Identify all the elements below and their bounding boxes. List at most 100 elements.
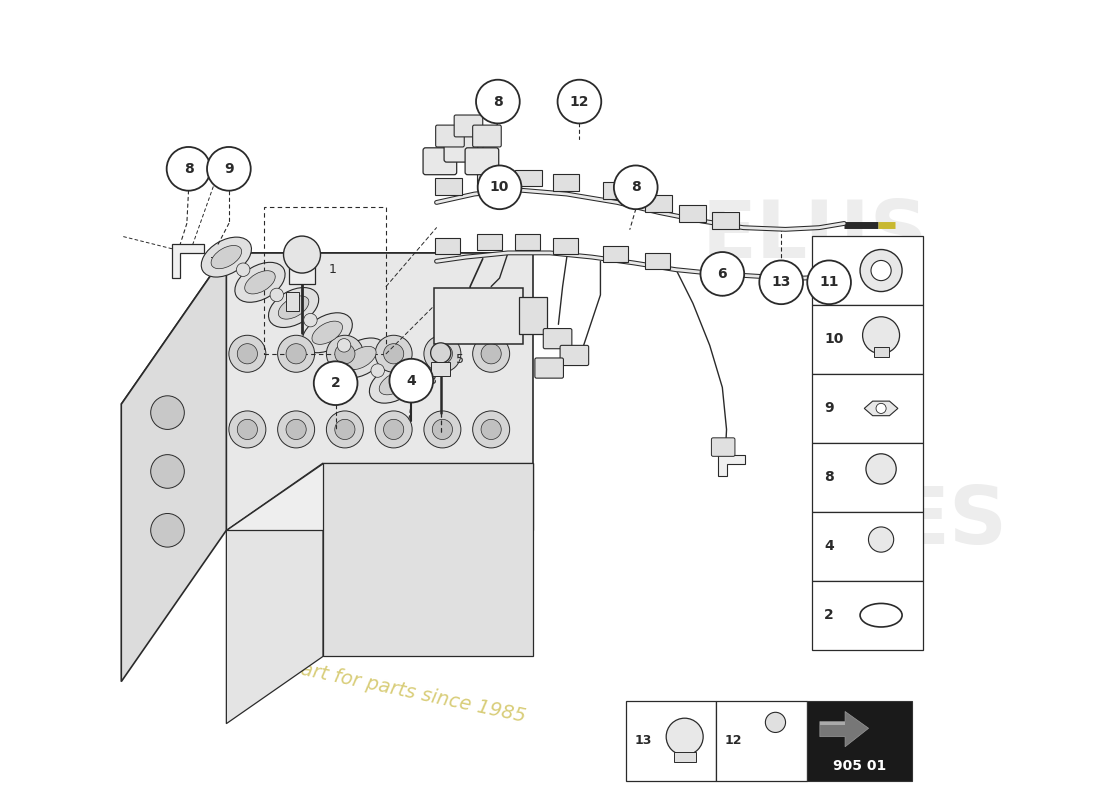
FancyBboxPatch shape [465, 148, 498, 174]
Circle shape [151, 514, 185, 547]
Text: 12: 12 [570, 94, 590, 109]
FancyBboxPatch shape [288, 251, 316, 284]
Ellipse shape [312, 321, 342, 344]
Circle shape [432, 344, 452, 364]
Circle shape [151, 396, 185, 430]
FancyBboxPatch shape [645, 253, 670, 269]
Ellipse shape [336, 338, 386, 378]
FancyBboxPatch shape [477, 170, 504, 186]
FancyBboxPatch shape [873, 347, 889, 357]
Circle shape [238, 419, 257, 439]
Ellipse shape [268, 287, 319, 327]
FancyBboxPatch shape [535, 358, 563, 378]
Circle shape [238, 344, 257, 364]
Circle shape [473, 411, 509, 448]
Polygon shape [718, 454, 745, 476]
FancyBboxPatch shape [552, 238, 578, 254]
Circle shape [860, 250, 902, 291]
Polygon shape [227, 463, 534, 530]
FancyBboxPatch shape [712, 212, 739, 229]
Polygon shape [820, 722, 845, 725]
Text: 13: 13 [771, 275, 791, 290]
FancyBboxPatch shape [436, 125, 464, 147]
Text: 5: 5 [455, 353, 464, 366]
Circle shape [327, 411, 363, 448]
Circle shape [766, 712, 785, 733]
Circle shape [271, 288, 284, 302]
Circle shape [314, 362, 358, 405]
Circle shape [473, 335, 509, 372]
FancyBboxPatch shape [552, 174, 580, 190]
Circle shape [375, 335, 412, 372]
Text: ELUS: ELUS [702, 197, 928, 275]
Text: 8: 8 [184, 162, 194, 176]
FancyBboxPatch shape [444, 135, 477, 162]
Circle shape [432, 419, 452, 439]
Circle shape [866, 454, 896, 484]
Ellipse shape [278, 296, 309, 319]
FancyBboxPatch shape [679, 205, 705, 222]
FancyBboxPatch shape [434, 238, 460, 254]
Text: 11: 11 [820, 275, 839, 290]
Polygon shape [121, 253, 534, 404]
Circle shape [481, 344, 502, 364]
FancyBboxPatch shape [473, 125, 502, 147]
Circle shape [389, 359, 433, 402]
FancyBboxPatch shape [603, 246, 628, 262]
Circle shape [384, 344, 404, 364]
Text: IN: IN [811, 340, 907, 418]
Ellipse shape [379, 371, 410, 394]
Bar [812, 512, 923, 581]
FancyBboxPatch shape [434, 288, 524, 344]
Text: 905 01: 905 01 [833, 758, 887, 773]
Ellipse shape [211, 246, 242, 269]
Circle shape [277, 411, 315, 448]
Circle shape [286, 344, 306, 364]
Bar [716, 701, 807, 781]
FancyBboxPatch shape [515, 234, 540, 250]
FancyBboxPatch shape [477, 234, 502, 250]
Text: 8: 8 [493, 94, 503, 109]
Circle shape [869, 527, 893, 552]
Text: 2: 2 [331, 376, 341, 390]
Text: ES: ES [894, 483, 1008, 561]
Text: a part for parts since 1985: a part for parts since 1985 [270, 654, 528, 726]
Text: 11: 11 [824, 263, 844, 278]
Text: 9: 9 [824, 402, 834, 415]
Text: 8: 8 [631, 180, 640, 194]
Ellipse shape [302, 313, 352, 353]
FancyBboxPatch shape [560, 346, 588, 366]
Circle shape [229, 335, 266, 372]
Circle shape [334, 344, 355, 364]
Text: 3: 3 [428, 374, 436, 387]
Circle shape [481, 419, 502, 439]
FancyBboxPatch shape [673, 752, 695, 762]
Bar [812, 374, 923, 443]
Ellipse shape [235, 262, 285, 302]
Circle shape [327, 335, 363, 372]
Circle shape [284, 236, 320, 273]
Text: 1: 1 [329, 263, 337, 276]
Circle shape [286, 419, 306, 439]
Circle shape [207, 147, 251, 190]
Circle shape [277, 335, 315, 372]
FancyBboxPatch shape [434, 178, 462, 195]
Ellipse shape [345, 346, 376, 370]
Bar [812, 443, 923, 512]
Circle shape [338, 338, 351, 352]
Circle shape [334, 419, 355, 439]
Polygon shape [820, 711, 869, 746]
Circle shape [430, 343, 451, 363]
Circle shape [871, 261, 891, 281]
FancyBboxPatch shape [603, 182, 630, 199]
Circle shape [667, 718, 703, 755]
Circle shape [236, 263, 250, 277]
Circle shape [876, 403, 887, 414]
Circle shape [424, 411, 461, 448]
Circle shape [807, 261, 851, 304]
Polygon shape [227, 253, 534, 530]
FancyBboxPatch shape [645, 195, 672, 212]
FancyBboxPatch shape [519, 298, 548, 334]
FancyBboxPatch shape [424, 148, 456, 174]
Bar [812, 581, 923, 650]
